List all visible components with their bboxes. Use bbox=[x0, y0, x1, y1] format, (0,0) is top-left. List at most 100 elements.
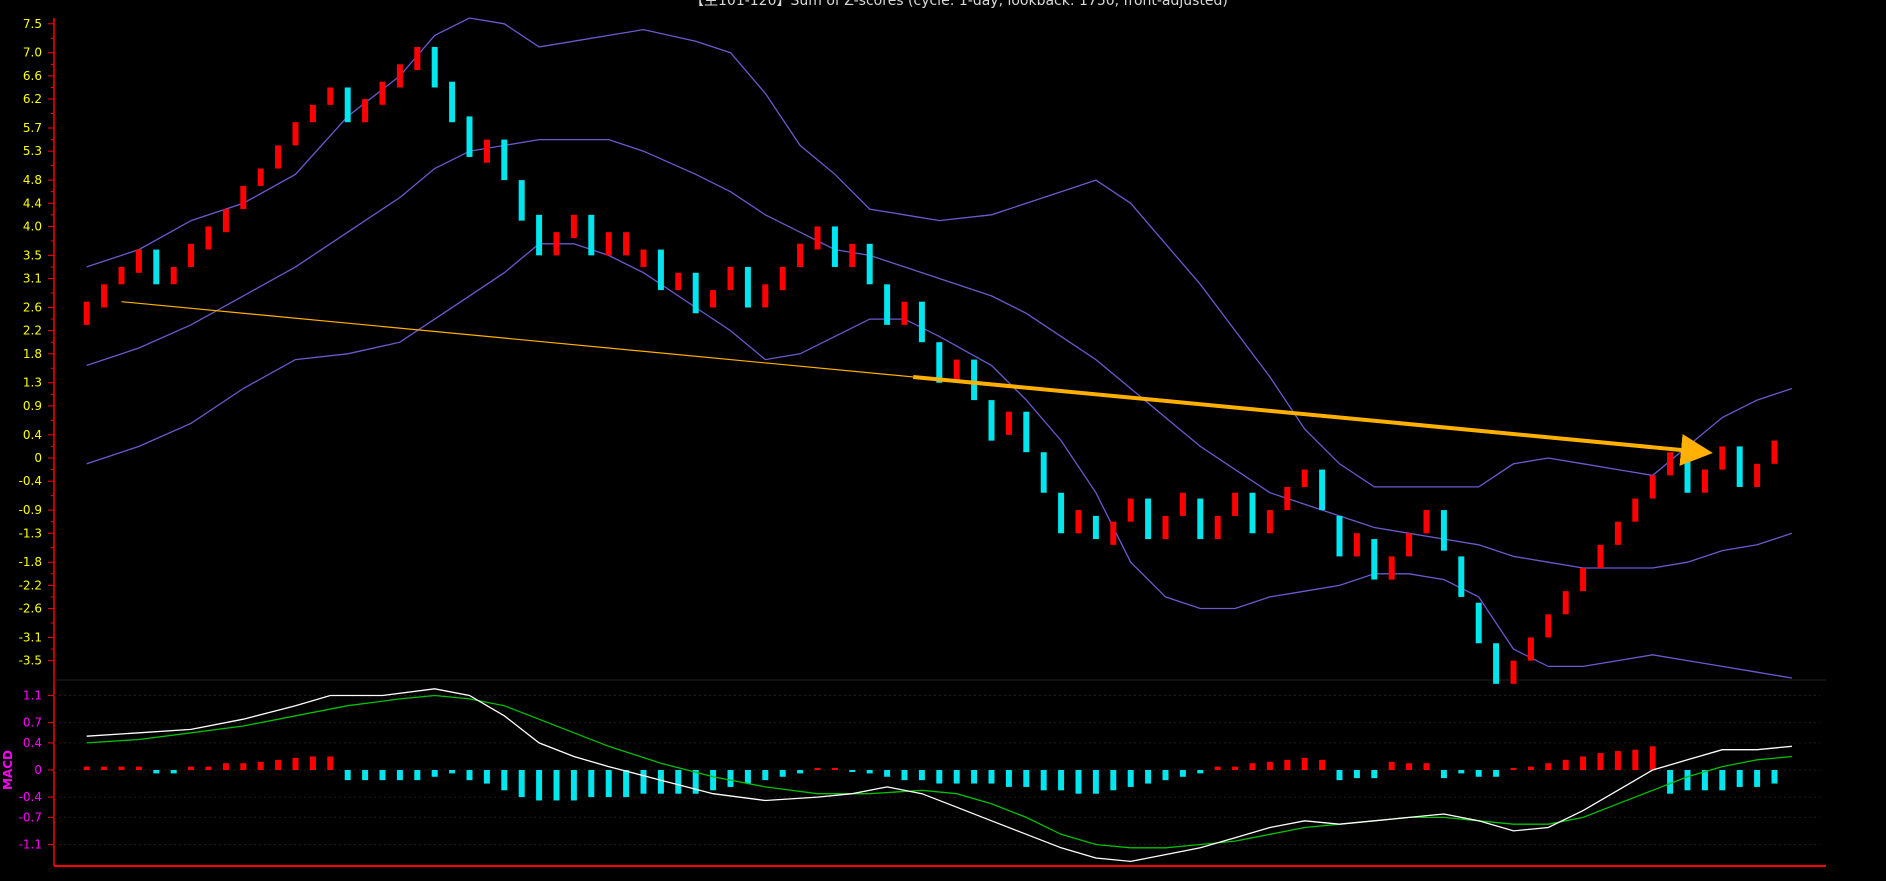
candle bbox=[414, 46, 421, 71]
macd-histogram-bar bbox=[1667, 770, 1674, 794]
macd-histogram-bar bbox=[936, 770, 943, 784]
macd-histogram-bar bbox=[327, 756, 334, 770]
macd-histogram-bar bbox=[1440, 770, 1447, 779]
macd-histogram-bar bbox=[901, 770, 908, 781]
candle bbox=[1493, 643, 1500, 684]
y-tick-label: -2.2 bbox=[19, 578, 42, 592]
macd-histogram-bar bbox=[1649, 746, 1656, 770]
chart-title: 【主101-120】Sum of Z-scores (cycle: 1-day,… bbox=[690, 0, 1228, 9]
candle bbox=[536, 214, 543, 256]
candle bbox=[1005, 411, 1012, 435]
candle bbox=[135, 249, 142, 273]
candle bbox=[518, 180, 525, 221]
macd-histogram-bar bbox=[240, 763, 247, 770]
candle bbox=[710, 290, 717, 308]
macd-dif-line bbox=[86, 688, 1792, 863]
macd-histogram-bar bbox=[153, 770, 160, 774]
candle bbox=[901, 301, 908, 325]
macd-histogram-bar bbox=[344, 770, 351, 781]
candle bbox=[971, 359, 978, 401]
candle bbox=[1649, 475, 1656, 499]
macd-histogram-bar bbox=[292, 757, 299, 770]
candle bbox=[570, 214, 577, 238]
y-tick-label: 6.6 bbox=[23, 69, 42, 83]
macd-histogram-bar bbox=[1545, 763, 1552, 770]
candle bbox=[884, 284, 891, 325]
candle bbox=[1092, 515, 1099, 540]
macd-histogram-bar bbox=[83, 766, 90, 770]
macd-y-tick-label: -0.4 bbox=[19, 790, 42, 804]
lower-band-line bbox=[86, 243, 1793, 679]
candle bbox=[396, 64, 403, 88]
macd-histogram-bar bbox=[518, 770, 525, 798]
candle bbox=[1475, 602, 1482, 644]
candle bbox=[1545, 614, 1552, 638]
candle bbox=[692, 272, 699, 314]
macd-histogram-bar bbox=[1771, 770, 1778, 784]
macd-histogram-bar bbox=[1353, 770, 1360, 779]
candle bbox=[953, 359, 960, 383]
y-tick-label: 4.4 bbox=[23, 196, 42, 210]
y-tick-label: 4.0 bbox=[23, 219, 42, 233]
candle bbox=[553, 232, 560, 256]
candle bbox=[344, 87, 351, 123]
macd-histogram-bar bbox=[849, 770, 856, 773]
candle bbox=[623, 232, 630, 256]
y-tick-label: 6.2 bbox=[23, 92, 42, 106]
candle bbox=[1632, 498, 1639, 522]
candle bbox=[1667, 452, 1674, 476]
macd-histogram-bar bbox=[188, 766, 195, 770]
macd-histogram-bar bbox=[1145, 770, 1152, 784]
y-tick-label: 7.0 bbox=[23, 46, 42, 60]
candle bbox=[588, 214, 595, 256]
candle bbox=[988, 400, 995, 441]
candle bbox=[1719, 446, 1726, 470]
candle bbox=[257, 168, 264, 186]
candle bbox=[762, 284, 769, 308]
macd-histogram-bar bbox=[1614, 751, 1621, 770]
macd-histogram-bar bbox=[362, 770, 369, 781]
macd-histogram-bar bbox=[1562, 759, 1569, 770]
macd-histogram-bar bbox=[222, 763, 229, 770]
macd-histogram-bar bbox=[1701, 770, 1708, 791]
macd-histogram-bar bbox=[309, 756, 316, 770]
candle bbox=[118, 266, 125, 285]
candle bbox=[1197, 498, 1204, 540]
macd-histogram-bar bbox=[170, 770, 177, 774]
candle bbox=[1284, 486, 1291, 511]
candle bbox=[1562, 591, 1569, 615]
y-tick-label: 1.3 bbox=[23, 376, 42, 390]
macd-histogram-bar bbox=[1040, 770, 1047, 791]
candle bbox=[675, 272, 682, 291]
y-tick-label: 2.6 bbox=[23, 300, 42, 314]
candle bbox=[501, 139, 508, 181]
candle bbox=[1075, 510, 1082, 534]
candle bbox=[1266, 510, 1273, 534]
macd-histogram-bar bbox=[727, 770, 734, 787]
macd-histogram-bar bbox=[1597, 753, 1604, 770]
macd-histogram-bar bbox=[1423, 763, 1430, 770]
macd-histogram-bar bbox=[1110, 770, 1117, 791]
candle bbox=[292, 122, 299, 146]
candle bbox=[605, 232, 612, 256]
macd-histogram-bar bbox=[414, 770, 421, 781]
macd-histogram-bar bbox=[710, 770, 717, 791]
macd-y-tick-label: 0 bbox=[34, 763, 42, 777]
y-tick-label: 0 bbox=[34, 451, 42, 465]
macd-histogram-bar bbox=[1249, 763, 1256, 770]
y-tick-label: 4.8 bbox=[23, 173, 42, 187]
candle bbox=[431, 46, 438, 88]
macd-histogram-bar bbox=[1510, 767, 1517, 770]
macd-histogram-bar bbox=[657, 770, 664, 794]
candle bbox=[327, 87, 334, 105]
macd-histogram-bar bbox=[536, 770, 543, 801]
macd-histogram-bar bbox=[1162, 770, 1169, 781]
macd-histogram-bar bbox=[988, 770, 995, 784]
candle bbox=[275, 145, 282, 169]
macd-histogram-bar bbox=[1754, 770, 1761, 787]
upper-band-line bbox=[86, 17, 1793, 488]
candle bbox=[1145, 498, 1152, 540]
macd-y-tick-label: 0.4 bbox=[23, 736, 42, 750]
candle bbox=[153, 249, 160, 285]
